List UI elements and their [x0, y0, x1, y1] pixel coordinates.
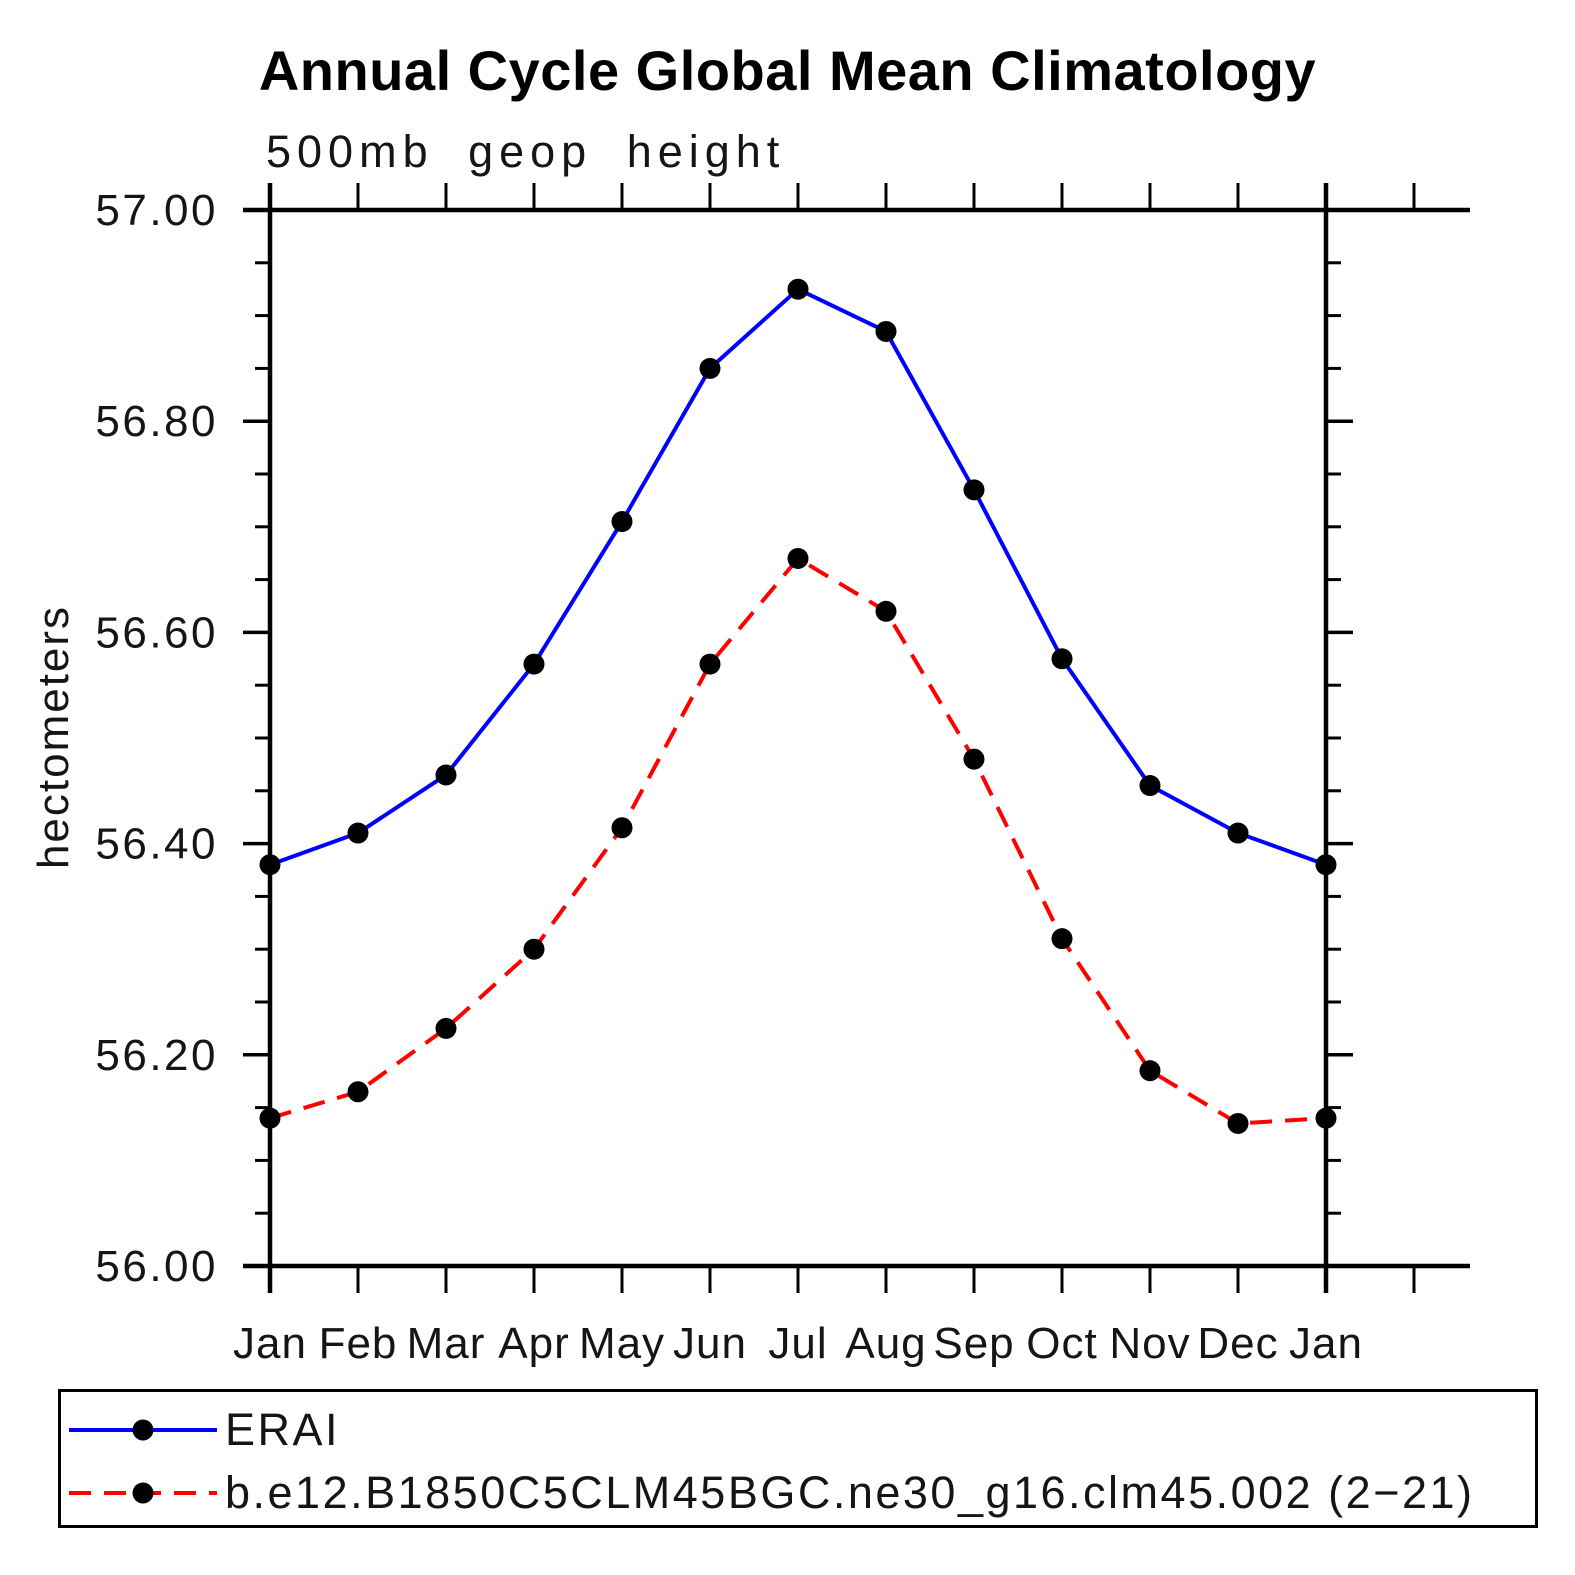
data-point-marker — [435, 1017, 457, 1039]
data-point-marker — [787, 278, 809, 300]
data-point-marker — [875, 320, 897, 342]
series-erai — [259, 278, 1337, 876]
data-point-marker — [611, 817, 633, 839]
data-point-marker — [1051, 928, 1073, 950]
x-tick-label: Jan — [1289, 1319, 1363, 1368]
data-point-marker — [259, 1107, 281, 1129]
chart-title: Annual Cycle Global Mean Climatology — [258, 39, 1317, 102]
x-tick-label: Jul — [768, 1319, 827, 1368]
x-tick-labels: Jan Feb Mar Apr May Jun Jul Aug Sep Oct Nov Dec Jan — [233, 1319, 1363, 1368]
data-point-marker — [523, 938, 545, 960]
x-tick-label: Sep — [933, 1319, 1014, 1368]
x-tick-label: Jan — [233, 1319, 307, 1368]
x-tick-label: May — [579, 1319, 665, 1368]
y-tick-label: 56.00 — [95, 1242, 218, 1291]
y-tick-label: 57.00 — [95, 186, 218, 235]
legend-label: ERAI — [225, 1404, 341, 1455]
axes — [243, 183, 1470, 1293]
data-point-marker — [523, 653, 545, 675]
data-point-marker — [435, 764, 457, 786]
legend: ERAI b.e12.B1850C5CLM45BGC.ne30_g16.clm4… — [58, 1389, 1538, 1528]
data-point-marker — [875, 600, 897, 622]
x-tick-label: Mar — [407, 1319, 486, 1368]
legend-entry-model: b.e12.B1850C5CLM45BGC.ne30_g16.clm45.002… — [65, 1467, 1475, 1518]
legend-line-sample-icon — [69, 1482, 217, 1504]
legend-label: b.e12.B1850C5CLM45BGC.ne30_g16.clm45.002… — [225, 1467, 1475, 1518]
y-ticks: 57.00 56.80 56.60 56.40 56.20 56.00 — [95, 186, 1353, 1291]
x-tick-label: Jun — [673, 1319, 747, 1368]
x-tick-label: Apr — [498, 1319, 569, 1368]
data-point-marker — [1315, 854, 1337, 876]
x-tick-label: Oct — [1026, 1319, 1097, 1368]
data-point-marker — [1315, 1107, 1337, 1129]
legend-entry-erai: ERAI — [65, 1404, 340, 1455]
y-tick-label: 56.80 — [95, 397, 218, 446]
x-tick-label: Nov — [1109, 1319, 1190, 1368]
x-tick-label: Dec — [1197, 1319, 1278, 1368]
x-ticks — [268, 183, 1416, 1293]
y-tick-label: 56.20 — [95, 1031, 218, 1080]
data-point-marker — [963, 479, 985, 501]
data-point-marker — [259, 854, 281, 876]
data-point-marker — [347, 822, 369, 844]
data-point-marker — [1139, 1060, 1161, 1082]
y-tick-label: 56.40 — [95, 820, 218, 869]
data-point-marker — [699, 357, 721, 379]
data-point-marker — [1227, 822, 1249, 844]
x-tick-label: Feb — [319, 1319, 398, 1368]
y-tick-label: 56.60 — [95, 608, 218, 657]
chart-subtitle: 500mb geop height — [266, 126, 786, 177]
data-point-marker — [1227, 1112, 1249, 1134]
data-point-marker — [699, 653, 721, 675]
data-point-marker — [787, 547, 809, 569]
data-point-marker — [611, 511, 633, 533]
x-tick-label: Aug — [845, 1319, 926, 1368]
data-point-marker — [963, 748, 985, 770]
series-line — [269, 556, 1327, 1126]
series-line — [269, 287, 1327, 867]
legend-line-sample-icon — [69, 1419, 217, 1441]
data-point-marker — [347, 1081, 369, 1103]
data-point-marker — [1139, 775, 1161, 797]
series-model — [259, 547, 1337, 1134]
data-point-marker — [1051, 648, 1073, 670]
